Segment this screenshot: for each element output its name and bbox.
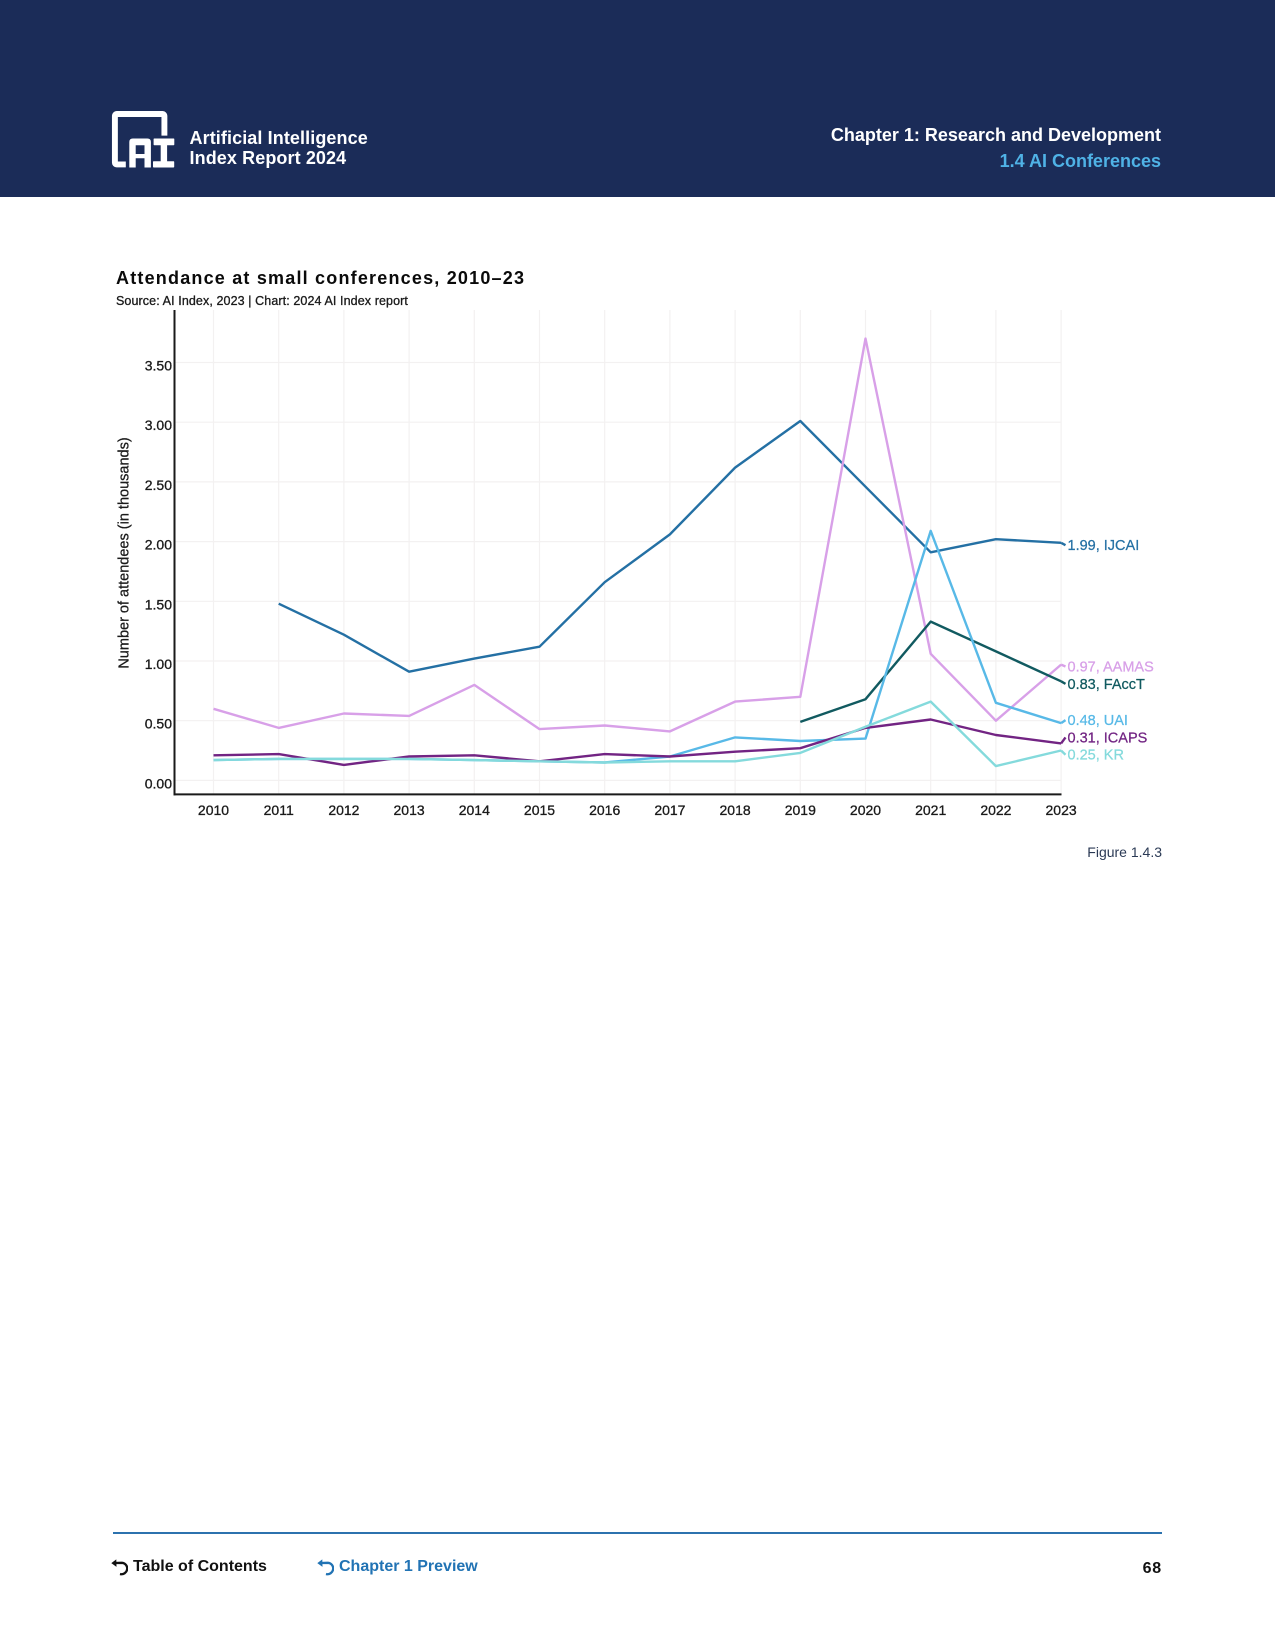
svg-text:2020: 2020 bbox=[850, 802, 881, 818]
svg-text:2014: 2014 bbox=[459, 802, 490, 818]
svg-text:2010: 2010 bbox=[198, 802, 229, 818]
svg-text:1.99, IJCAI: 1.99, IJCAI bbox=[1068, 538, 1140, 554]
svg-text:2016: 2016 bbox=[589, 802, 620, 818]
svg-text:2011: 2011 bbox=[264, 802, 294, 818]
svg-text:1.50: 1.50 bbox=[145, 596, 172, 612]
svg-text:Number of attendees (in thousa: Number of attendees (in thousands) bbox=[116, 437, 132, 668]
svg-text:2019: 2019 bbox=[785, 802, 816, 818]
svg-text:0.00: 0.00 bbox=[145, 775, 172, 791]
svg-text:2021: 2021 bbox=[915, 802, 946, 818]
svg-text:2.50: 2.50 bbox=[145, 477, 172, 493]
svg-text:2018: 2018 bbox=[720, 802, 751, 818]
svg-text:2013: 2013 bbox=[394, 802, 425, 818]
svg-text:0.50: 0.50 bbox=[145, 716, 172, 732]
svg-text:0.83, FAccT: 0.83, FAccT bbox=[1068, 677, 1146, 693]
svg-text:3.50: 3.50 bbox=[145, 358, 172, 374]
svg-text:2.00: 2.00 bbox=[145, 537, 172, 553]
svg-text:0.97, AAMAS: 0.97, AAMAS bbox=[1068, 660, 1154, 676]
svg-text:2022: 2022 bbox=[980, 802, 1011, 818]
svg-text:3.00: 3.00 bbox=[145, 417, 172, 433]
svg-text:2012: 2012 bbox=[328, 802, 359, 818]
svg-text:2017: 2017 bbox=[654, 802, 685, 818]
svg-text:0.25, KR: 0.25, KR bbox=[1068, 748, 1124, 764]
svg-text:0.31, ICAPS: 0.31, ICAPS bbox=[1068, 730, 1148, 746]
svg-text:1.00: 1.00 bbox=[145, 656, 172, 672]
svg-text:2015: 2015 bbox=[524, 802, 555, 818]
svg-text:0.48, UAI: 0.48, UAI bbox=[1068, 713, 1128, 729]
svg-text:2023: 2023 bbox=[1046, 802, 1077, 818]
